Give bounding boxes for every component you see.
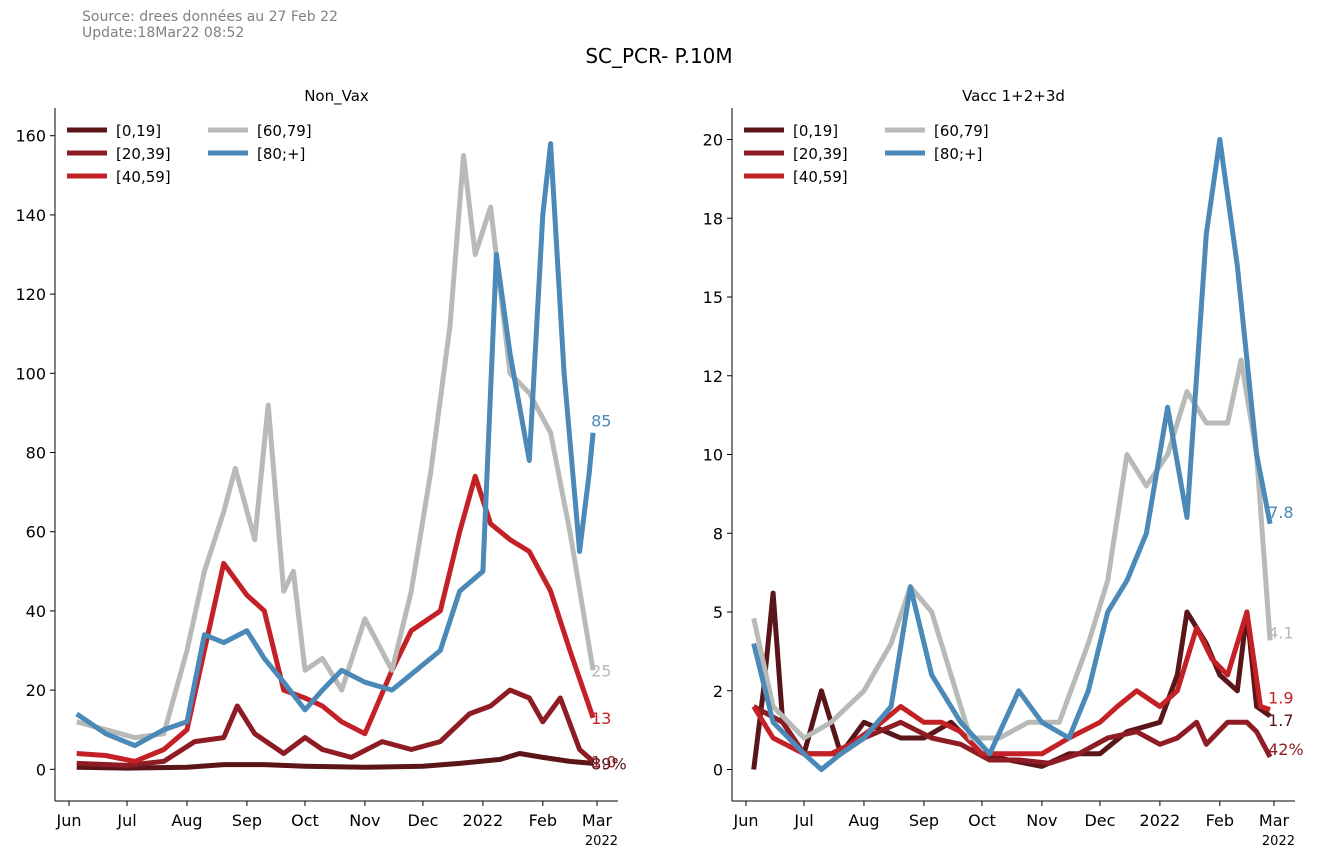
panel-2-x-tick-label: Jul — [793, 811, 813, 830]
panel-2-x-corner-label: 2022 — [1262, 834, 1295, 849]
panel-2-x-tick-label: Aug — [848, 811, 879, 830]
panel-2-legend-label-2: [20,39] — [793, 145, 848, 163]
panel-1-series-line-5 — [75, 141, 596, 749]
panel-1-end-label-2: 1.0 — [591, 752, 616, 771]
panel-2-legend-label-5: [80;+] — [934, 145, 982, 163]
panel-1-end-label-1: 89% — [591, 754, 627, 773]
panel-2-y-tick-label: 18 — [703, 209, 723, 228]
panel-2-legend-label-1: [0,19] — [793, 122, 838, 140]
panel-1-y-tick-label: 160 — [15, 127, 46, 146]
panel-2-end-label-5: 7.8 — [1268, 503, 1293, 522]
panel-2-legend-label-3: [40,59] — [793, 168, 848, 186]
panel-1-x-tick-label: Dec — [407, 811, 438, 830]
panel-2-x-tick-label: 2022 — [1140, 811, 1181, 830]
panel-1-end-label-5: 85 — [591, 412, 611, 431]
panel-2-y-tick-label: 5 — [713, 603, 723, 622]
panel-2-x-tick-label: Oct — [968, 811, 996, 830]
update-line: Update:18Mar22 08:52 — [82, 25, 245, 41]
panel-2-series-line-1 — [751, 590, 1272, 770]
panel-2-x-tick-label: Mar — [1259, 811, 1290, 830]
panel-1-x-tick-label: Feb — [529, 811, 557, 830]
panel-1-x-tick-label: Oct — [291, 811, 319, 830]
panel-2-y-tick-label: 10 — [703, 446, 723, 465]
panel-2-x-tick-label: Nov — [1026, 811, 1057, 830]
panel-2-y-tick-label: 20 — [703, 131, 723, 150]
source-note: Source: drees données au 27 Feb 22 Updat… — [82, 9, 338, 41]
panel-1-y-tick-label: 140 — [15, 206, 46, 225]
panel-2-y-tick-label: 12 — [703, 367, 723, 386]
panel-1-series-line-1 — [76, 751, 594, 771]
panel-2-y-tick-label: 8 — [713, 524, 723, 543]
panel-1-y-tick-label: 0 — [36, 760, 46, 779]
panel-2-x-tick-label: Dec — [1084, 811, 1115, 830]
panel-1-y-tick-label: 120 — [15, 285, 46, 304]
panel-1-y-tick-label: 80 — [26, 444, 46, 463]
panel-1-legend-label-5: [80;+] — [257, 145, 305, 163]
panel-1-x-tick-label: Jun — [56, 811, 82, 830]
panel-2-y-tick-label: 2 — [713, 682, 723, 701]
panel-2-title: Vacc 1+2+3d — [962, 87, 1065, 105]
panel-2-x-tick-label: Sep — [909, 811, 939, 830]
panel-1-y-tick-label: 40 — [26, 602, 46, 621]
source-line: Source: drees données au 27 Feb 22 — [82, 9, 338, 25]
panel-1-x-tick-label: Sep — [232, 811, 262, 830]
panel-1-end-label-3: 13 — [591, 709, 611, 728]
panel-1-x-corner-label: 2022 — [585, 834, 618, 849]
panel-1-end-label-4: 25 — [591, 661, 611, 680]
panel-2-end-label-4: 4.1 — [1268, 623, 1293, 642]
figure-title: SC_PCR- P.10M — [585, 44, 733, 68]
panel-2-end-label-3: 1.9 — [1268, 689, 1293, 708]
panel-1-series-line-4 — [76, 153, 596, 741]
panel-2-y-tick-label: 0 — [713, 761, 723, 780]
panel-1-x-tick-label: Aug — [171, 811, 202, 830]
panel-1-x-tick-label: Nov — [349, 811, 380, 830]
panel-1-x-tick-label: Jul — [116, 811, 136, 830]
panel-1-x-tick-label: Mar — [582, 811, 613, 830]
panel-1-legend-label-3: [40,59] — [116, 168, 171, 186]
panel-2-legend-label-4: [60,79] — [934, 122, 989, 140]
panel-1-legend-label-4: [60,79] — [257, 122, 312, 140]
panel-1-x-tick-label: 2022 — [463, 811, 504, 830]
panel-2-series-line-5 — [751, 137, 1273, 772]
panel-2-end-label-1: 1.7 — [1268, 711, 1293, 730]
panel-1-series-line-2 — [76, 687, 595, 768]
panel-2-x-tick-label: Feb — [1206, 811, 1234, 830]
panel-1-title: Non_Vax — [304, 87, 369, 106]
panel-1-series-line-3 — [76, 473, 596, 764]
panel-1-y-tick-label: 100 — [15, 364, 46, 383]
panel-2-x-tick-label: Jun — [733, 811, 759, 830]
panel-2-end-label-2: 42% — [1268, 740, 1304, 759]
panel-1-legend-label-1: [0,19] — [116, 122, 161, 140]
panel-1-y-tick-label: 60 — [26, 523, 46, 542]
panel-2-y-tick-label: 15 — [703, 288, 723, 307]
panel-1-y-tick-label: 20 — [26, 681, 46, 700]
panel-1-legend-label-2: [20,39] — [116, 145, 171, 163]
